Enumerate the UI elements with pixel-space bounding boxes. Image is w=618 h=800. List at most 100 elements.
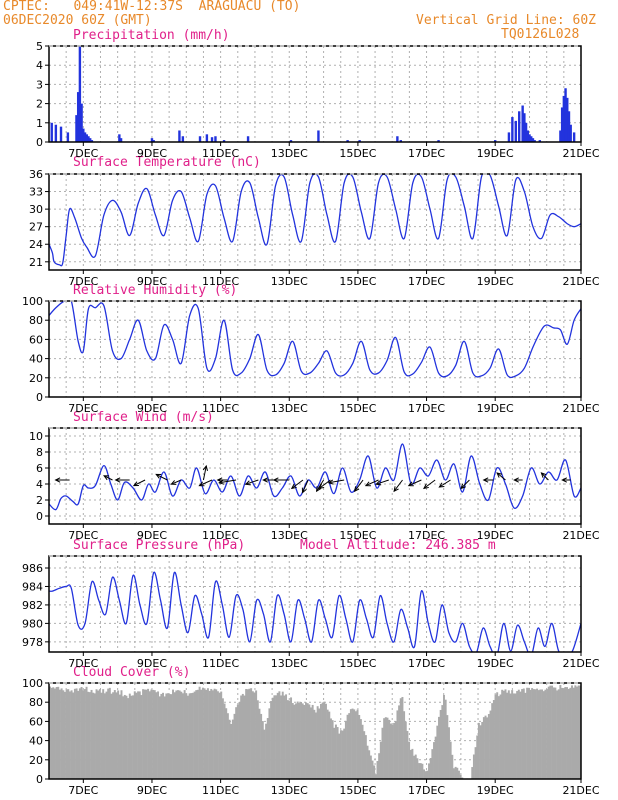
cloud-bar bbox=[419, 763, 422, 779]
wind-tick-label-y: 4 bbox=[36, 478, 43, 491]
wind-arrow-head bbox=[438, 482, 445, 488]
cloud-bar bbox=[87, 691, 90, 779]
humidity-tick-label-x: 9DEC bbox=[137, 402, 167, 415]
cloud-bar bbox=[516, 691, 519, 779]
precip-bar bbox=[533, 140, 536, 142]
wind-arrow-head bbox=[202, 464, 208, 471]
cloud-bar bbox=[105, 691, 108, 779]
cloud-bar bbox=[379, 741, 382, 779]
cloud-bar bbox=[328, 711, 331, 779]
cloud-bar bbox=[424, 771, 427, 779]
cloud-bar bbox=[477, 722, 480, 779]
wind-arrow-head bbox=[353, 486, 360, 493]
cloud-bar bbox=[479, 725, 482, 779]
cloud-bar bbox=[286, 700, 289, 779]
header-line1-left: CPTEC: 049:41W-12:37S ARAGUACU (TO) bbox=[3, 0, 301, 14]
precip-bar bbox=[181, 136, 185, 142]
cloud-bar bbox=[576, 686, 578, 779]
cloud-bar bbox=[497, 696, 500, 779]
cloud-bar bbox=[108, 687, 111, 779]
precip-bar bbox=[399, 140, 403, 142]
cloud-bar bbox=[421, 763, 424, 779]
cloud-bar bbox=[203, 688, 206, 779]
cloud-bar bbox=[177, 690, 179, 779]
wind-arrow-head bbox=[375, 480, 382, 486]
cloud-bar bbox=[541, 689, 544, 779]
temp-tick-label-y: 36 bbox=[29, 168, 43, 181]
temp-tick-label-x: 15DEC bbox=[339, 275, 376, 288]
precip-tick-label-x: 19DEC bbox=[477, 147, 514, 160]
humidity-tick-label-x: 19DEC bbox=[477, 402, 514, 415]
cloud-bar bbox=[241, 693, 244, 779]
cloud-bar bbox=[474, 747, 477, 779]
cloud-bar bbox=[183, 690, 186, 779]
precip-bar bbox=[54, 124, 58, 142]
cloud-bar bbox=[526, 687, 529, 779]
cloud-bar bbox=[52, 687, 55, 779]
humidity-panel: 0 20 40 60 80 100 7DEC 9DEC 11DEC 13DEC 15DEC 17DEC… bbox=[22, 295, 600, 415]
cloud-bar bbox=[366, 745, 369, 779]
cloud-bar bbox=[406, 730, 409, 779]
precip-bar bbox=[214, 136, 217, 142]
wind-arrow bbox=[219, 479, 237, 484]
cloud-bar bbox=[547, 686, 550, 779]
cloud-bar bbox=[135, 692, 138, 779]
cloud-bar bbox=[165, 693, 168, 779]
cloud-bar bbox=[201, 687, 204, 779]
header-line2-left: 06DEC2020 60Z (GMT) bbox=[3, 13, 152, 28]
precip-bar bbox=[87, 136, 90, 142]
precip-bar bbox=[514, 120, 517, 142]
precip-bar bbox=[83, 132, 87, 142]
cloud-bar bbox=[486, 717, 489, 779]
cloud-bar bbox=[118, 694, 121, 779]
wind-arrow-head bbox=[407, 481, 414, 487]
pressure-tick-label-x: 9DEC bbox=[137, 657, 167, 670]
cloud-bar bbox=[163, 696, 166, 779]
temp-tick-label-y: 33 bbox=[29, 186, 43, 199]
pressure-tick-label-x: 21DEC bbox=[562, 657, 599, 670]
wind-arrow bbox=[318, 479, 331, 489]
cloud-bar bbox=[318, 708, 321, 779]
cloud-bar bbox=[256, 700, 259, 779]
cloud-bar bbox=[298, 703, 301, 779]
cloud-bar bbox=[186, 695, 189, 779]
cloud-bar bbox=[492, 700, 495, 779]
precip-bar bbox=[358, 140, 361, 142]
wind-tick-label-x: 9DEC bbox=[137, 529, 167, 542]
cloud-bar bbox=[215, 689, 218, 779]
cloud-bar bbox=[190, 693, 193, 779]
cloud-bar bbox=[128, 693, 131, 779]
cloud-bar bbox=[481, 721, 484, 779]
precip-bar bbox=[90, 140, 94, 142]
precip-bar bbox=[75, 115, 78, 142]
cloud-bar bbox=[63, 691, 66, 779]
cloud-bar bbox=[196, 689, 199, 779]
wind-arrow-head bbox=[54, 477, 61, 483]
cloud-bar bbox=[220, 691, 223, 779]
cloud-bar bbox=[62, 690, 65, 779]
cloud-bar bbox=[300, 701, 302, 779]
temp-tick-label-y: 24 bbox=[29, 238, 43, 251]
cloud-tick-label-y: 80 bbox=[29, 696, 43, 709]
cloud-bar bbox=[142, 689, 145, 779]
cloud-bar bbox=[331, 720, 334, 779]
cloud-bar bbox=[243, 695, 246, 779]
cloud-bar bbox=[448, 727, 450, 779]
wind-arrow-head bbox=[103, 475, 110, 481]
cloud-tick-label-x: 11DEC bbox=[202, 784, 239, 797]
precipitation-title: Precipitation (mm/h) bbox=[73, 28, 230, 43]
cloud-bar bbox=[384, 717, 387, 779]
pressure-tick-label-y: 978 bbox=[22, 636, 43, 649]
cloud-bar bbox=[363, 731, 366, 779]
cloud-bar bbox=[296, 701, 299, 779]
temp-tick-label-y: 27 bbox=[29, 221, 43, 234]
cloud-bar bbox=[127, 698, 130, 779]
wind-arrow-head bbox=[218, 479, 225, 485]
cloud-bar bbox=[471, 767, 474, 779]
humidity-tick-label-y: 0 bbox=[36, 391, 43, 404]
pressure-tick-label-x: 7DEC bbox=[68, 657, 98, 670]
pressure-tick-label-y: 986 bbox=[22, 562, 43, 575]
cloud-tick-label-x: 9DEC bbox=[137, 784, 167, 797]
cloud-bar bbox=[353, 709, 356, 779]
